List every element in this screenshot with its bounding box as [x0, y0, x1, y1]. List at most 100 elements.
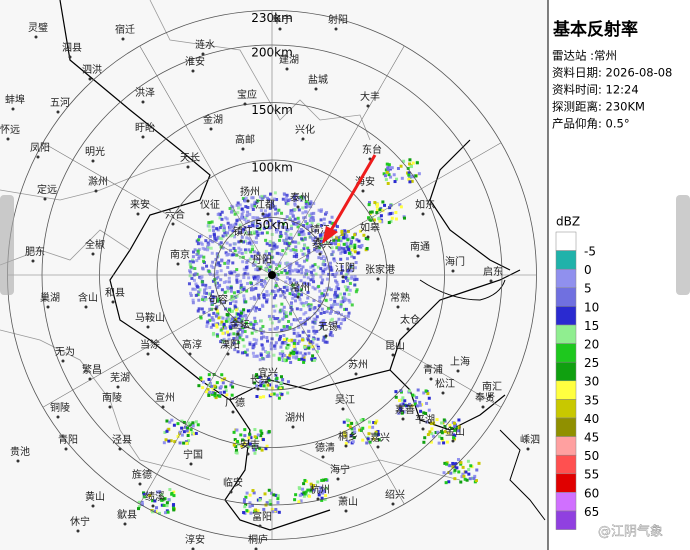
- city-dot: [344, 509, 348, 513]
- echo-cell: [316, 265, 320, 269]
- echo-cell: [197, 256, 201, 260]
- echo-cell: [226, 221, 230, 225]
- echo-cell: [346, 277, 350, 281]
- echo-cell: [295, 255, 299, 259]
- echo-cell: [280, 392, 284, 396]
- echo-cell: [270, 256, 274, 260]
- echo-cell: [312, 201, 316, 205]
- echo-cell: [276, 228, 280, 232]
- city-label: 江阴: [335, 262, 355, 274]
- echo-cell: [410, 179, 414, 183]
- echo-cell: [248, 501, 252, 505]
- echo-cell: [311, 277, 315, 281]
- city-dot: [191, 69, 195, 73]
- echo-cell: [216, 394, 220, 398]
- echo-cell: [231, 385, 235, 389]
- echo-cell: [188, 260, 192, 264]
- legend-label: 40: [584, 412, 599, 426]
- legend-label: 35: [584, 393, 599, 407]
- echo-cell: [442, 471, 446, 475]
- echo-cell: [267, 314, 271, 318]
- echo-cell: [305, 225, 309, 229]
- city-dot: [88, 377, 92, 381]
- echo-cell: [246, 281, 250, 285]
- echo-cell: [208, 234, 212, 238]
- echo-cell: [241, 338, 245, 342]
- echo-cell: [259, 265, 263, 269]
- echo-cell: [250, 196, 254, 200]
- echo-cell: [197, 384, 201, 388]
- echo-cell: [299, 279, 303, 283]
- echo-cell: [264, 447, 268, 451]
- echo-cell: [281, 197, 285, 201]
- echo-cell: [272, 493, 276, 497]
- city-dot: [451, 269, 455, 273]
- echo-cell: [256, 268, 260, 272]
- echo-cell: [230, 317, 234, 321]
- echo-cell: [380, 220, 384, 224]
- echo-cell: [244, 316, 248, 320]
- echo-cell: [240, 251, 244, 255]
- echo-cell: [223, 377, 227, 381]
- echo-cell: [244, 495, 248, 499]
- echo-cell: [418, 403, 422, 407]
- echo-cell: [275, 327, 279, 331]
- echo-cell: [274, 384, 278, 388]
- echo-cell: [232, 317, 236, 321]
- city-label: 吴江: [335, 394, 355, 406]
- echo-cell: [474, 479, 478, 483]
- echo-cell: [454, 426, 458, 430]
- echo-cell: [399, 403, 403, 407]
- echo-cell: [223, 290, 227, 294]
- echo-cell: [288, 264, 292, 268]
- next-button[interactable]: [676, 195, 690, 295]
- echo-cell: [292, 195, 296, 199]
- echo-cell: [359, 245, 363, 249]
- echo-cell: [324, 478, 328, 482]
- echo-cell: [340, 250, 344, 254]
- echo-cell: [290, 269, 294, 273]
- echo-cell: [300, 249, 304, 253]
- echo-cell: [334, 279, 338, 283]
- echo-cell: [319, 218, 323, 222]
- echo-cell: [376, 429, 380, 433]
- city-dot: [141, 100, 145, 104]
- echo-cell: [230, 271, 234, 275]
- echo-cell: [336, 283, 340, 287]
- city-label: 宁国: [183, 448, 203, 461]
- echo-cell: [293, 251, 297, 255]
- echo-cell: [274, 493, 278, 497]
- city-label: 建湖: [279, 53, 299, 66]
- echo-cell: [297, 500, 301, 504]
- echo-cell: [353, 275, 357, 279]
- echo-cell: [148, 493, 152, 497]
- echo-cell: [451, 461, 455, 465]
- echo-cell: [237, 218, 241, 222]
- echo-cell: [227, 317, 231, 321]
- echo-cell: [260, 231, 264, 235]
- city-label: 上海: [450, 355, 470, 368]
- echo-cell: [165, 501, 169, 505]
- echo-cell: [216, 299, 220, 303]
- echo-cell: [417, 172, 421, 176]
- echo-cell: [282, 315, 286, 319]
- echo-cell: [254, 508, 258, 512]
- city-label: 射阳: [328, 14, 348, 26]
- city-label: 太仓: [400, 313, 420, 326]
- echo-cell: [252, 220, 256, 224]
- echo-cell: [248, 432, 252, 436]
- legend-swatch: [555, 231, 577, 251]
- city-label: 贵池: [10, 445, 30, 458]
- echo-cell: [243, 498, 247, 502]
- echo-cell: [241, 230, 245, 234]
- echo-cell: [220, 320, 224, 324]
- echo-cell: [279, 230, 283, 234]
- city-label: 如皋: [360, 221, 380, 234]
- echo-cell: [244, 196, 248, 200]
- city-label: 青浦: [423, 363, 443, 376]
- echo-cell: [372, 218, 376, 222]
- echo-cell: [427, 408, 431, 412]
- prev-button[interactable]: [0, 195, 14, 295]
- city-label: 如东: [415, 198, 435, 211]
- echo-cell: [360, 243, 364, 247]
